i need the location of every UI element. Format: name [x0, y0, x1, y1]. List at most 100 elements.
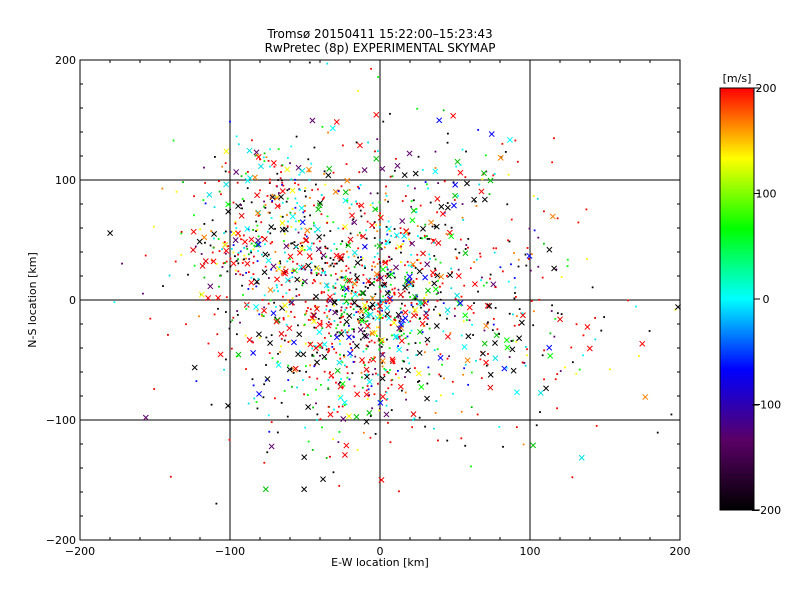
- scatter-point: [210, 230, 213, 232]
- colorbar-label: [m/s]: [723, 72, 752, 85]
- scatter-point: [290, 368, 293, 370]
- scatter-point: [263, 200, 265, 203]
- scatter-point: [361, 298, 364, 301]
- scatter-point: [400, 261, 402, 263]
- scatter-point: [346, 331, 349, 334]
- scatter-point: [210, 403, 213, 406]
- scatter-point: [465, 244, 468, 246]
- scatter-point-x: [444, 307, 451, 314]
- scatter-point: [380, 316, 382, 319]
- scatter-point: [388, 256, 391, 259]
- scatter-point: [334, 262, 337, 265]
- scatter-point: [398, 330, 401, 333]
- scatter-point: [595, 424, 598, 427]
- scatter-point: [362, 431, 365, 434]
- scatter-point-x: [363, 391, 370, 398]
- scatter-point: [386, 371, 389, 373]
- scatter-point: [366, 320, 369, 322]
- scatter-point: [536, 197, 539, 200]
- scatter-point-x: [420, 250, 427, 257]
- scatter-point: [271, 201, 273, 203]
- scatter-point: [299, 242, 302, 245]
- scatter-point: [256, 407, 259, 410]
- scatter-point-x: [471, 196, 478, 203]
- scatter-point: [338, 395, 341, 398]
- scatter-point: [413, 310, 416, 313]
- scatter-point: [326, 221, 328, 224]
- scatter-point: [290, 178, 293, 181]
- scatter-point: [414, 297, 417, 300]
- scatter-point: [261, 236, 263, 238]
- scatter-point: [360, 323, 362, 326]
- scatter-point-x: [377, 214, 384, 221]
- scatter-point: [288, 279, 291, 282]
- scatter-point: [410, 200, 413, 202]
- scatter-point: [410, 266, 413, 268]
- scatter-point: [349, 271, 352, 274]
- scatter-point: [638, 355, 640, 358]
- scatter-point-x: [312, 345, 319, 351]
- scatter-point-x: [379, 393, 386, 400]
- scatter-point: [346, 250, 348, 253]
- scatter-point-x: [342, 189, 349, 196]
- scatter-point-x: [256, 390, 263, 397]
- scatter-point: [282, 295, 284, 298]
- scatter-point-x: [379, 351, 386, 358]
- scatter-point: [271, 357, 274, 360]
- scatter-point: [381, 241, 384, 244]
- scatter-point-x: [361, 167, 368, 174]
- scatter-point: [355, 141, 358, 144]
- scatter-point: [213, 313, 216, 316]
- scatter-point: [389, 324, 392, 326]
- scatter-point: [366, 373, 368, 376]
- scatter-point: [294, 206, 297, 209]
- scatter-point: [323, 170, 326, 173]
- scatter-point: [300, 267, 303, 270]
- scatter-point: [336, 410, 339, 413]
- scatter-point: [373, 341, 376, 344]
- scatter-point: [419, 237, 422, 240]
- scatter-point: [384, 300, 387, 303]
- scatter-point: [388, 347, 391, 350]
- scatter-point-x: [269, 194, 276, 201]
- scatter-point: [332, 221, 335, 224]
- scatter-point: [391, 334, 393, 337]
- scatter-point: [343, 364, 346, 367]
- scatter-point: [347, 329, 350, 332]
- colorbar-tick-label: 100: [756, 188, 777, 201]
- scatter-point: [363, 212, 366, 215]
- scatter-point: [278, 205, 281, 208]
- x-axis-label: E-W location [km]: [331, 556, 429, 569]
- scatter-point: [352, 360, 355, 363]
- scatter-point-x: [384, 305, 391, 312]
- scatter-point: [379, 212, 381, 215]
- scatter-point: [332, 286, 335, 289]
- scatter-point: [256, 224, 259, 227]
- scatter-point-x: [303, 237, 310, 243]
- scatter-point-x: [487, 384, 494, 391]
- scatter-point: [269, 242, 272, 245]
- scatter-point: [333, 243, 336, 245]
- scatter-point: [285, 323, 288, 326]
- scatter-point: [375, 326, 378, 329]
- scatter-point: [410, 271, 413, 274]
- scatter-point: [373, 356, 376, 358]
- scatter-point: [271, 241, 274, 243]
- scatter-point: [451, 380, 454, 383]
- scatter-point: [439, 298, 442, 301]
- scatter-point-x: [298, 245, 305, 252]
- scatter-point: [212, 237, 215, 240]
- scatter-point: [266, 194, 269, 197]
- scatter-point: [327, 348, 330, 350]
- scatter-point: [407, 321, 410, 323]
- scatter-point: [254, 154, 257, 157]
- scatter-point: [343, 324, 345, 327]
- scatter-point-x: [386, 296, 393, 303]
- scatter-point: [566, 258, 569, 261]
- scatter-point: [442, 302, 445, 305]
- scatter-point: [404, 275, 407, 278]
- scatter-point-x: [314, 359, 320, 366]
- scatter-point: [237, 262, 240, 265]
- scatter-point: [276, 286, 278, 289]
- scatter-point: [287, 220, 289, 223]
